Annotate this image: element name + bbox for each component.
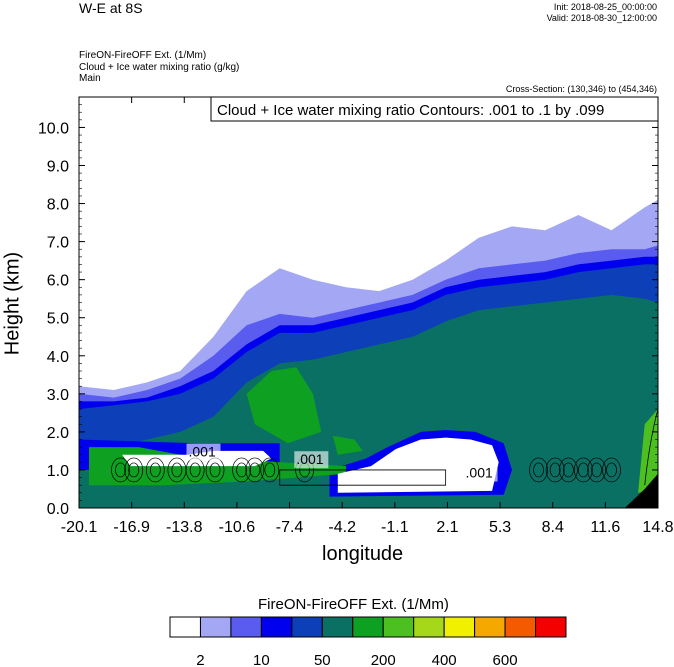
colorbar-box bbox=[321, 616, 354, 638]
field-fill: .001 .001 .001 bbox=[79, 199, 658, 508]
x-tick-label: -10.6 bbox=[219, 519, 256, 536]
contour-loop-inner-5 bbox=[209, 462, 221, 478]
x-tick-label: 5.3 bbox=[489, 519, 511, 536]
contour-loop-inner-15 bbox=[606, 462, 617, 478]
colorbar-box bbox=[352, 616, 384, 638]
x-tick-label: -7.4 bbox=[276, 519, 304, 536]
contour-loop-15 bbox=[602, 457, 621, 483]
contour-loop-inner-12 bbox=[563, 462, 574, 478]
contour-loop-11 bbox=[545, 457, 565, 483]
contour-loop-inner-2 bbox=[149, 462, 161, 478]
contour-loop-inner-14 bbox=[591, 462, 602, 478]
colorbar-label: FireON-FireOFF Ext. (1/Mm) bbox=[258, 596, 449, 613]
y-tick-label: 5.0 bbox=[47, 311, 69, 328]
contour-loop-0 bbox=[111, 457, 130, 483]
contour-loop-inner-11 bbox=[549, 462, 561, 478]
contour-loop-inner-1 bbox=[128, 462, 140, 478]
white-region-1 bbox=[337, 437, 499, 493]
field-label-main: Main bbox=[79, 73, 101, 84]
contour-loop-14 bbox=[587, 457, 606, 483]
contour-loop-inner-4 bbox=[189, 462, 201, 478]
x-tick-label: -20.1 bbox=[61, 519, 98, 536]
contour-line-east bbox=[644, 408, 658, 486]
colorbar-tick-label: 600 bbox=[493, 652, 518, 667]
colorbar-tick-label: 10 bbox=[253, 652, 270, 667]
contour-line bbox=[279, 469, 447, 486]
terrain bbox=[624, 473, 658, 508]
y-axis-label: Height (km) bbox=[1, 251, 24, 356]
axis-layer: 0.01.02.03.04.05.06.07.08.09.010.0-20.1-… bbox=[38, 96, 674, 536]
x-tick-label: 11.6 bbox=[590, 519, 620, 536]
colorbar-box bbox=[260, 616, 293, 638]
x-tick-label: 14.8 bbox=[642, 519, 673, 536]
y-tick-label: 7.0 bbox=[47, 235, 69, 252]
contour-loop-6 bbox=[232, 457, 251, 483]
field-layer: .001 .001 .001 bbox=[79, 199, 658, 508]
colorbar: 2 10 50 200 400 600 bbox=[169, 616, 567, 667]
colorbar-box bbox=[291, 616, 323, 638]
colorbar-box bbox=[169, 616, 201, 638]
y-tick-label: 0.0 bbox=[47, 501, 69, 518]
colorbar-tick-label: 400 bbox=[432, 652, 457, 667]
y-tick-label: 6.0 bbox=[47, 273, 69, 290]
x-tick-label: 8.4 bbox=[542, 519, 564, 536]
field-label-ext: FireON-FireOFF Ext. (1/Mm) bbox=[79, 50, 207, 61]
contour-value-label: .001 bbox=[188, 444, 215, 460]
contour-value-label: .001 bbox=[466, 465, 493, 481]
contour-value-box-1 bbox=[294, 451, 329, 469]
contour-loop-inner-0 bbox=[115, 462, 126, 478]
contour-value-label: .001 bbox=[296, 451, 323, 467]
x-axis-label: longitude bbox=[322, 543, 404, 565]
contour-loop-inner-6 bbox=[236, 462, 247, 478]
contour-loop-10 bbox=[529, 457, 548, 483]
colorbar-tick-label: 2 bbox=[196, 652, 204, 667]
colorbar-box bbox=[535, 616, 567, 638]
init-time: Init: 2018-08-25_00:00:00 bbox=[553, 2, 657, 12]
contour-value-box-0 bbox=[186, 443, 221, 461]
colorbar-box bbox=[230, 616, 262, 638]
contour-loop-inner-13 bbox=[577, 462, 589, 478]
contour-value-box-2 bbox=[463, 464, 498, 482]
y-tick-label: 9.0 bbox=[47, 159, 69, 176]
y-tick-label: 2.0 bbox=[47, 425, 69, 442]
colorbar-box bbox=[382, 616, 415, 638]
contour-loop-7 bbox=[245, 457, 265, 483]
y-tick-label: 4.0 bbox=[47, 349, 69, 366]
contour-loop-1 bbox=[124, 457, 144, 483]
x-tick-label: 2.1 bbox=[436, 519, 458, 536]
y-tick-label: 8.0 bbox=[47, 197, 69, 214]
colorbar-tick-label: 200 bbox=[371, 652, 396, 667]
contour-loop-2 bbox=[145, 457, 165, 483]
contour-loop-inner-10 bbox=[533, 462, 544, 478]
contour-loop-inner-8 bbox=[264, 462, 276, 478]
y-tick-label: 1.0 bbox=[47, 463, 69, 480]
colorbar-box bbox=[199, 616, 232, 638]
x-tick-label: -13.8 bbox=[166, 519, 203, 536]
cross-section-label: Cross-Section: (130,346) to (454,346) bbox=[505, 84, 657, 94]
x-tick-label: -4.2 bbox=[328, 519, 356, 536]
contour-info-text: Cloud + Ice water mixing ratio Contours:… bbox=[217, 102, 604, 119]
contour-loop-inner-7 bbox=[249, 462, 261, 478]
contour-loop-12 bbox=[559, 457, 578, 483]
contour-loop-inner-3 bbox=[171, 462, 183, 478]
contour-loop-13 bbox=[573, 457, 593, 483]
field-label-cloud: Cloud + Ice water mixing ratio (g/kg) bbox=[79, 62, 240, 73]
y-tick-label: 10.0 bbox=[38, 120, 69, 137]
colorbar-box bbox=[504, 616, 537, 638]
colorbar-tick-label: 50 bbox=[314, 652, 331, 667]
contour-loop-8 bbox=[260, 457, 280, 483]
x-tick-label: -16.9 bbox=[113, 519, 150, 536]
colorbar-box bbox=[443, 616, 476, 638]
contour-info-box bbox=[210, 96, 659, 122]
green-patch-0 bbox=[246, 367, 322, 444]
colorbar-box bbox=[413, 616, 445, 638]
green-patch-1 bbox=[332, 435, 363, 455]
valid-time: Valid: 2018-08-30_12:00:00 bbox=[546, 13, 657, 23]
y-tick-label: 3.0 bbox=[47, 387, 69, 404]
x-tick-label: -1.1 bbox=[381, 519, 409, 536]
colorbar-box bbox=[474, 616, 506, 638]
chart-title: W-E at 8S bbox=[79, 0, 143, 16]
